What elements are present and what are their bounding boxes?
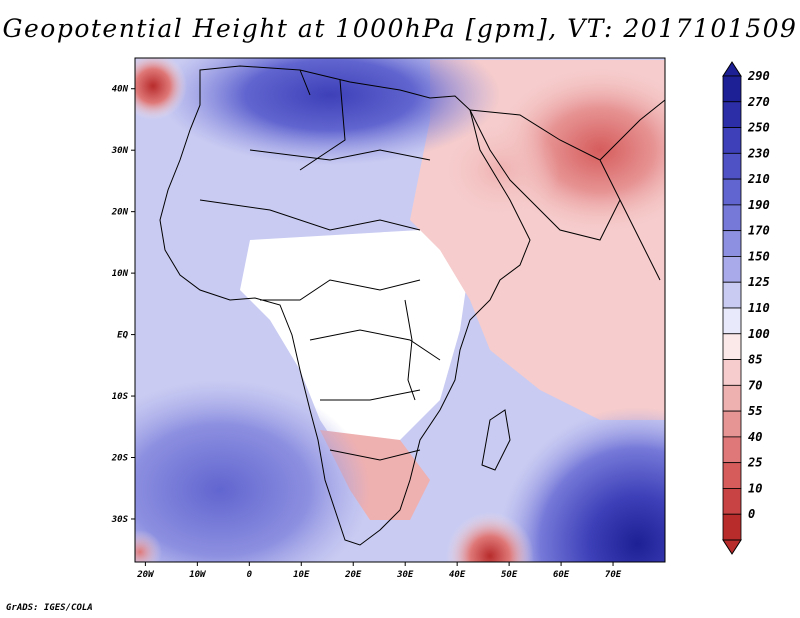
field-cool-north: [160, 58, 500, 165]
lat-label: 10N: [112, 269, 129, 279]
colorbar-label: 100: [748, 327, 770, 341]
plot-title: Geopotential Height at 1000hPa [gpm], VT…: [2, 14, 798, 43]
lon-label: 20W: [136, 570, 155, 580]
country-borders: [199, 69, 441, 461]
colorbar-swatch: [722, 410, 742, 438]
colorbar-swatch: [722, 256, 742, 283]
colorbar-swatch: [722, 230, 742, 257]
colorbar-swatch: [722, 333, 742, 360]
colorbar-label: 290: [747, 69, 770, 83]
colorbar: 2902702502302101901701501251101008570554…: [722, 61, 770, 555]
colorbar-top-arrow: [722, 61, 742, 77]
lat-label: 20S: [111, 454, 129, 464]
colorbar-label: 170: [748, 224, 770, 238]
colorbar-label: 250: [747, 121, 770, 135]
arabia-coastline: [469, 109, 621, 241]
field-warm-core-arabia: [440, 120, 560, 220]
lon-label: 70E: [605, 570, 622, 580]
field-low-south: [446, 512, 534, 562]
colorbar-label: 55: [748, 404, 762, 418]
colorbar-swatch: [722, 384, 742, 412]
coastlines: [159, 65, 665, 546]
colorbar-bottom-arrow: [722, 539, 742, 555]
rift-lakes: [404, 299, 416, 401]
colorbar-label: 230: [747, 146, 770, 160]
colorbar-swatch: [722, 101, 742, 128]
colorbar-label: 270: [747, 95, 770, 109]
colorbar-swatch: [722, 281, 742, 309]
lon-label: 60E: [553, 570, 570, 580]
field-neutral-band: [240, 230, 470, 450]
colorbar-swatch: [722, 127, 742, 154]
lon-label: 20E: [344, 570, 362, 580]
map-frame: [134, 57, 666, 563]
colorbar-swatch: [722, 436, 742, 464]
colorbar-swatch: [722, 178, 742, 206]
lat-label: 20N: [111, 208, 129, 218]
colorbar-label: 150: [748, 249, 770, 263]
lon-label: 0: [247, 570, 253, 580]
colorbar-swatch: [722, 462, 742, 489]
longitude-axis: 20W 10W 0 10E 20E 30E 40E 50E 60E 70E: [136, 562, 622, 580]
colorbar-label: 125: [748, 275, 770, 289]
africa-coastline: [159, 65, 531, 546]
lat-label: 10S: [112, 392, 129, 402]
field-low-southwest: [135, 530, 162, 562]
field-cool-atlantic: [135, 380, 370, 562]
lat-label: 30S: [111, 515, 129, 525]
lon-label: 50E: [501, 570, 518, 580]
colorbar-label: 110: [748, 301, 770, 315]
colorbar-label: 70: [748, 378, 762, 392]
asia-coastline: [599, 99, 665, 281]
lon-label: 10W: [189, 570, 207, 580]
colorbar-label: 0: [748, 507, 755, 521]
lat-label: EQ: [117, 331, 128, 341]
lat-label: 30N: [111, 146, 129, 156]
height-field: [135, 58, 665, 562]
colorbar-label: 40: [748, 430, 762, 444]
latitude-axis: 40N 30N 20N 10N EQ 10S 20S 30S: [111, 85, 135, 525]
colorbar-label: 190: [748, 198, 770, 212]
colorbar-swatch: [722, 75, 742, 103]
madagascar-coastline: [481, 409, 511, 471]
field-low-northwest: [135, 58, 187, 120]
colorbar-swatch: [722, 359, 742, 386]
colorbar-swatch: [722, 488, 742, 515]
colorbar-swatch: [722, 152, 742, 180]
colorbar-label: 85: [748, 353, 762, 367]
colorbar-label: 10: [748, 481, 762, 495]
lon-label: 40E: [449, 570, 466, 580]
colorbar-swatch: [722, 513, 742, 541]
colorbar-swatch: [722, 204, 742, 232]
lat-label: 40N: [112, 85, 129, 95]
lon-label: 30E: [396, 570, 414, 580]
colorbar-label: 25: [747, 456, 762, 470]
lon-label: 10E: [293, 570, 310, 580]
colorbar-swatch: [722, 307, 742, 335]
colorbar-label: 210: [747, 172, 770, 186]
credit-footer: GrADS: IGES/COLA: [6, 603, 93, 613]
